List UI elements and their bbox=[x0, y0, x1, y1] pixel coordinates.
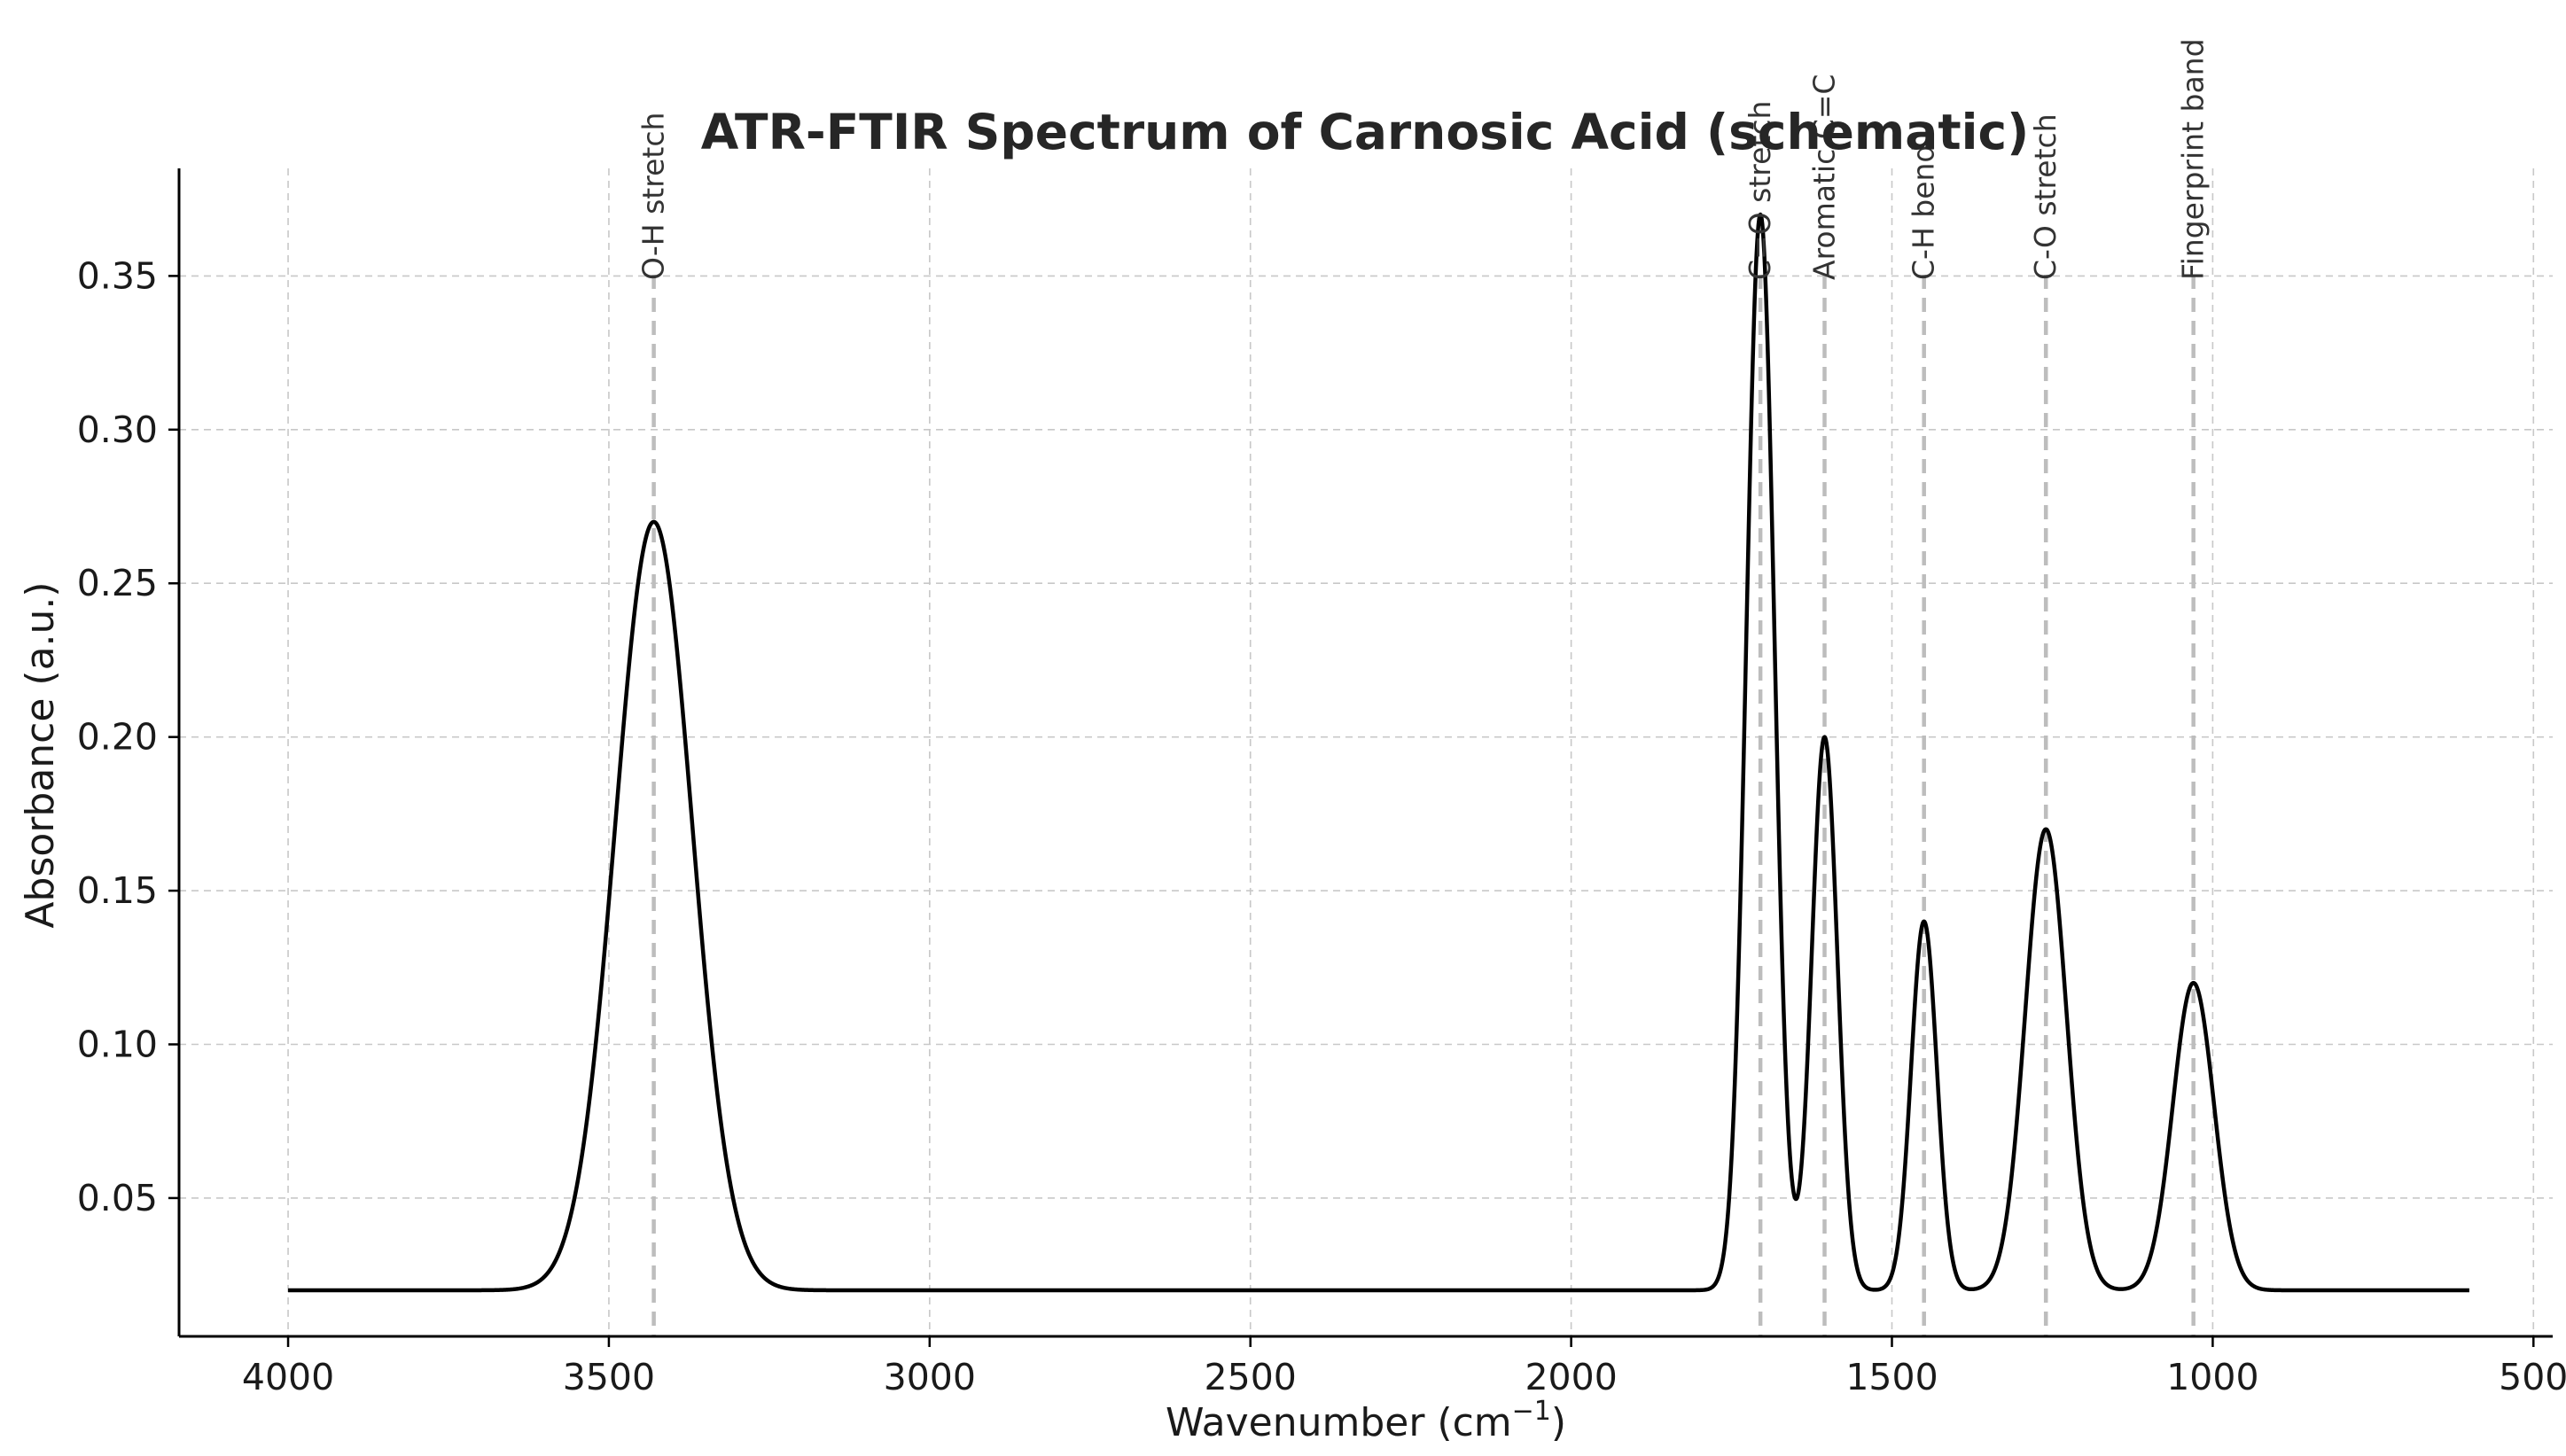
ticks: 4000 3500 3000 2500 2000 1500 1000 500 0.05 0.10 0… bbox=[77, 254, 2566, 1398]
y-tick-label: 0.05 bbox=[77, 1177, 158, 1219]
y-tick-label: 0.30 bbox=[77, 409, 158, 451]
peak-labels: O-H stretch C=O stretch Aromatic C=C C-H be… bbox=[636, 38, 2211, 280]
y-tick-label: 0.15 bbox=[77, 869, 158, 912]
x-tick-label: 2000 bbox=[1525, 1356, 1617, 1398]
peak-label: Aromatic C=C bbox=[1807, 74, 1842, 280]
x-tick-label: 3000 bbox=[884, 1356, 976, 1398]
x-tick-label: 500 bbox=[2499, 1356, 2566, 1398]
x-tick-label: 1500 bbox=[1845, 1356, 1938, 1398]
x-tick-label: 2500 bbox=[1205, 1356, 1297, 1398]
x-axis-unit-exponent: −1 bbox=[1512, 1396, 1551, 1427]
x-tick-label: 1000 bbox=[2166, 1356, 2258, 1398]
peak-label: C-O stretch bbox=[2028, 113, 2063, 280]
spectrum-line bbox=[286, 212, 2471, 1293]
peak-label: Fingerprint band bbox=[2176, 38, 2211, 280]
y-tick-label: 0.35 bbox=[77, 254, 158, 297]
peak-markers bbox=[651, 275, 2196, 1336]
grid bbox=[179, 168, 2553, 1336]
y-axis-title: Absorbance (a.u.) bbox=[18, 581, 63, 928]
chart-title: ATR-FTIR Spectrum of Carnosic Acid (sche… bbox=[701, 104, 2029, 160]
y-tick-label: 0.25 bbox=[77, 562, 158, 604]
x-axis-title: Wavenumber (cm−1) bbox=[1166, 1396, 1566, 1445]
axes bbox=[177, 168, 2553, 1338]
x-axis-title-end: ) bbox=[1551, 1400, 1566, 1445]
y-tick-label: 0.10 bbox=[77, 1024, 158, 1066]
peak-label: C-H bend bbox=[1907, 144, 1941, 280]
peak-label: C=O stretch bbox=[1743, 101, 1777, 280]
x-tick-label: 3500 bbox=[563, 1356, 655, 1398]
y-tick-label: 0.20 bbox=[77, 716, 158, 759]
peak-label: O-H stretch bbox=[636, 113, 671, 280]
x-tick-label: 4000 bbox=[242, 1356, 334, 1398]
